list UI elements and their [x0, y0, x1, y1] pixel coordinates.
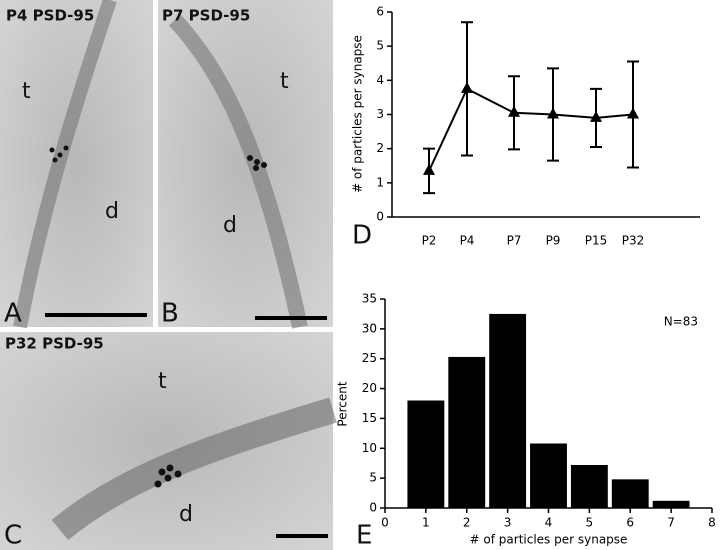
y-tick-label: 20 [362, 381, 377, 395]
bar [611, 479, 649, 508]
membrane [13, 0, 117, 329]
bar [652, 500, 690, 508]
marker [590, 110, 602, 122]
micrographs [0, 0, 337, 550]
panel-title: P7 PSD-95 [162, 7, 250, 25]
y-tick-label: 0 [369, 501, 377, 515]
y-tick-label: 30 [362, 321, 377, 335]
gold-particles [49, 145, 267, 488]
bar [407, 400, 445, 508]
x-tick-label: P4 [460, 234, 475, 248]
bar [489, 313, 527, 508]
tag: d [179, 502, 193, 527]
y-tick-label: 25 [362, 351, 377, 365]
panel-label: E [356, 521, 372, 550]
x-tick-label: 3 [504, 516, 512, 530]
marker [461, 81, 473, 93]
x-tick-label: 4 [545, 516, 553, 530]
tag: t [22, 79, 31, 104]
x-tick-label: 8 [708, 516, 716, 530]
x-tick-label: 0 [381, 516, 389, 530]
panel-label: A [4, 299, 22, 329]
panel-title: P4 PSD-95 [6, 7, 94, 25]
x-tick-label: P7 [507, 234, 522, 248]
annotation: N=83 [664, 315, 698, 329]
marker [508, 105, 520, 117]
tag: d [105, 199, 119, 224]
micrograph [0, 332, 333, 550]
x-axis-label: # of particles per synapse [470, 533, 628, 547]
bar [530, 443, 567, 508]
micrograph [158, 0, 333, 327]
panel-label: C [4, 521, 22, 550]
x-tick-label: P2 [422, 234, 437, 248]
marker [627, 107, 639, 119]
x-tick-label: 6 [626, 516, 634, 530]
y-tick-label: 6 [376, 5, 384, 19]
y-tick-label: 5 [376, 39, 384, 53]
x-tick-label: P32 [622, 234, 645, 248]
tag: t [158, 369, 167, 394]
y-tick-label: 2 [376, 141, 384, 155]
marker [547, 107, 559, 119]
x-tick-label: 2 [463, 516, 471, 530]
y-tick-label: 1 [376, 175, 384, 189]
y-axis-label: Percent [336, 381, 350, 426]
panel-label: B [161, 299, 179, 329]
x-tick-label: 7 [667, 516, 675, 530]
y-axis-label: # of particles per synapse [351, 35, 365, 193]
x-tick-label: P9 [546, 234, 561, 248]
y-tick-label: 0 [376, 210, 384, 224]
y-tick-label: 15 [362, 411, 377, 425]
panel-title: P32 PSD-95 [5, 335, 104, 353]
membrane [169, 14, 308, 329]
panel-label: D [352, 221, 372, 251]
y-tick-label: 10 [362, 441, 377, 455]
tag: t [280, 69, 289, 94]
line [428, 87, 634, 172]
y-tick-label: 4 [376, 73, 384, 87]
y-tick-label: 35 [362, 292, 377, 306]
bar [448, 356, 486, 508]
y-tick-label: 5 [369, 471, 377, 485]
y-tick-label: 3 [376, 107, 384, 121]
x-tick-label: 5 [586, 516, 594, 530]
x-tick-label: P15 [585, 234, 608, 248]
marker [423, 163, 435, 175]
tag: d [223, 213, 237, 238]
bar [570, 465, 608, 508]
x-tick-label: 1 [422, 516, 430, 530]
